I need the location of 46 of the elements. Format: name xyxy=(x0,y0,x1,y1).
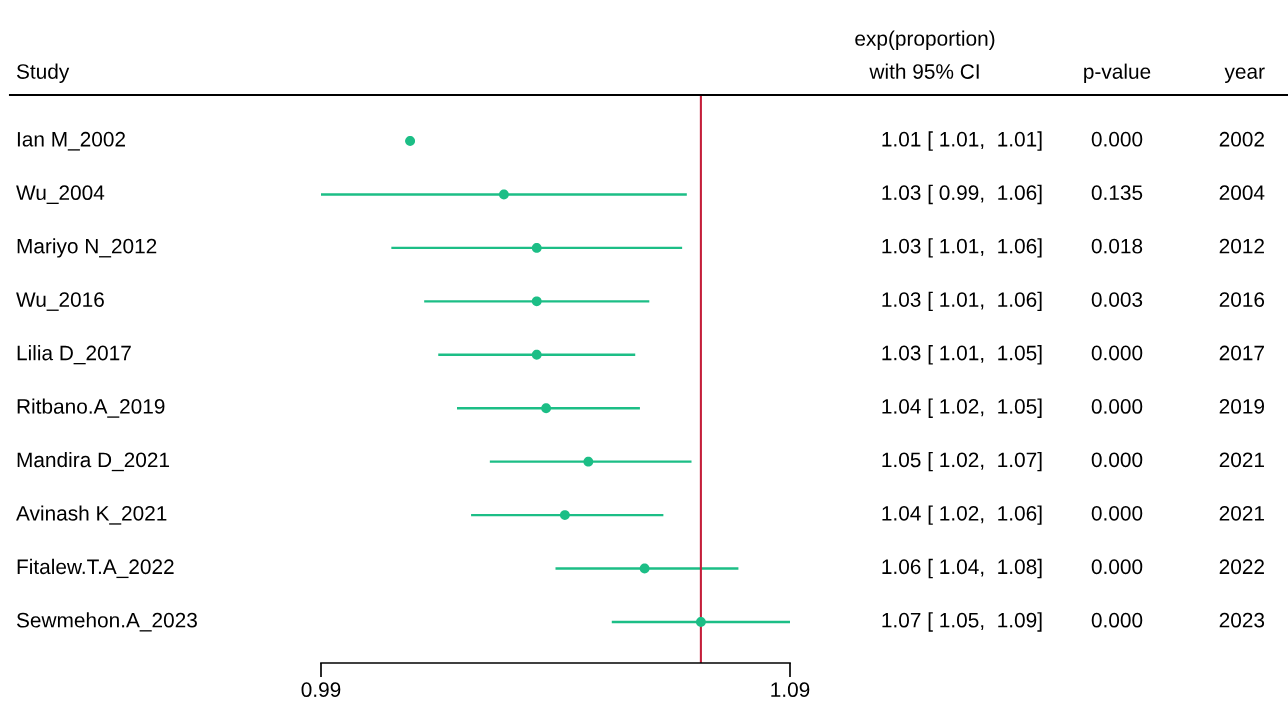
data-label: 1.05 [ 1.02, 1.07] xyxy=(882,451,1042,472)
data-label: 1.04 [ 1.02, 1.05] xyxy=(882,398,1042,418)
y-tick-label: Avinash K_2021 xyxy=(16,505,167,525)
y-tick-label: Ian M_2002 xyxy=(17,131,125,151)
text: year xyxy=(1224,67,1265,83)
text: 2017 xyxy=(1219,345,1264,361)
text: 2021 xyxy=(1219,505,1264,521)
data-label: 1.03 [ 1.01, 1.06] xyxy=(882,291,1042,312)
y-tick-label: Mandira D_2021 xyxy=(17,451,170,472)
text: 0.000 xyxy=(1091,559,1143,575)
text: 0.003 xyxy=(1091,292,1143,307)
x-tick-label: 1.09 xyxy=(771,682,810,698)
text: 2016 xyxy=(1219,292,1265,307)
text: 2012 xyxy=(1219,238,1264,254)
text: 0.000 xyxy=(1091,452,1143,468)
x-tick-label: 0.99 xyxy=(301,682,341,698)
text: 0.000 xyxy=(1091,131,1143,147)
y-tick-label: Fitalew.T.A_2022 xyxy=(17,558,174,579)
text: 0.018 xyxy=(1091,238,1143,254)
y-tick-label: Lilia D_2017 xyxy=(17,345,131,365)
data-label: 1.04 [ 1.02, 1.06] xyxy=(882,505,1042,525)
y-tick-label: Mariyo N_2012 xyxy=(17,238,157,258)
text: 0.000 xyxy=(1091,345,1143,361)
data-label: 1.03 [ 0.99, 1.06] xyxy=(882,184,1042,205)
text: 0.000 xyxy=(1091,505,1143,521)
text: 0.000 xyxy=(1091,612,1143,628)
text: 2022 xyxy=(1219,559,1264,575)
text: exp(proportion) with 95% CI xyxy=(855,30,995,79)
y-tick-label: Wu_2016 xyxy=(16,292,104,311)
text: 2021 xyxy=(1219,452,1264,468)
y-tick-label: Ritbano.A_2019 xyxy=(17,398,165,418)
text: 0.135 xyxy=(1091,185,1143,201)
data-label: 1.03 [ 1.01, 1.06] xyxy=(882,238,1042,258)
data-label: 1.06 [ 1.04, 1.08] xyxy=(882,558,1042,579)
y-tick-label: Sewmehon.A_2023 xyxy=(16,612,197,632)
data-label: 1.03 [ 1.01, 1.05] xyxy=(882,345,1042,365)
text: 2004 xyxy=(1219,185,1265,201)
text: Study xyxy=(16,63,70,83)
text: 2023 xyxy=(1219,612,1265,628)
text: p-value xyxy=(1084,63,1151,83)
data-label: 1.01 [ 1.01, 1.01] xyxy=(882,131,1042,151)
text: 2019 xyxy=(1219,399,1265,414)
y-tick-label: Wu_2004 xyxy=(16,185,105,204)
data-label: 1.07 [ 1.05, 1.09] xyxy=(882,612,1042,632)
text: 0.000 xyxy=(1091,399,1143,414)
text: 2002 xyxy=(1219,131,1264,147)
